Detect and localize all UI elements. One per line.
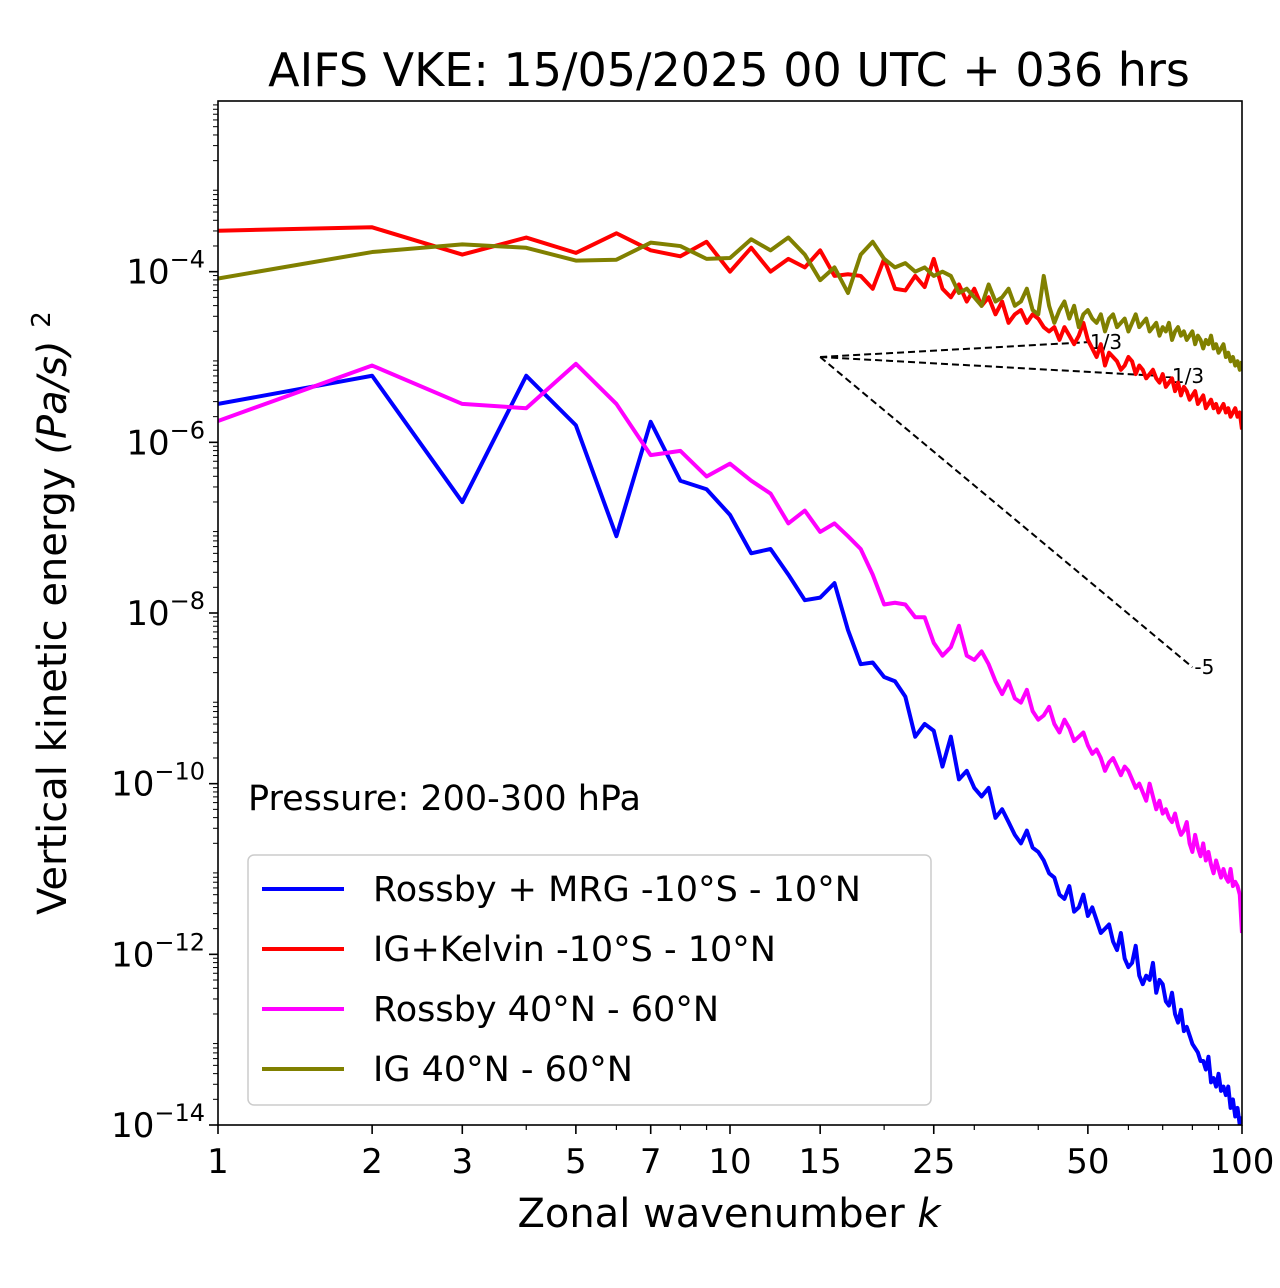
- x-tick-label: 5: [565, 1142, 587, 1182]
- series-line-4: [218, 235, 1242, 372]
- x-axis-label-variable: k: [917, 1191, 942, 1237]
- legend-label: IG 40°N - 60°N: [373, 1050, 633, 1090]
- y-tick-exponent: −10: [154, 758, 205, 786]
- y-tick-exponent: −4: [170, 246, 205, 274]
- x-tick-label: 15: [799, 1142, 842, 1182]
- reference-slope-line: [819, 356, 1194, 668]
- legend-label: Rossby 40°N - 60°N: [373, 990, 719, 1030]
- reference-slope-label: -1/3: [1165, 364, 1204, 388]
- legend-box: [247, 854, 932, 1106]
- x-tick-label: 10: [708, 1142, 751, 1182]
- chart-title: AIFS VKE: 15/05/2025 00 UTC + 036 hrs: [268, 43, 1190, 97]
- reference-slope-line: [820, 356, 1163, 378]
- x-tick-label: 100: [1210, 1142, 1275, 1182]
- plot-frame: [217, 100, 1243, 1126]
- x-axis-ticks: 1 2 3 5 7 10 15 25 50 100: [207, 1125, 1274, 1182]
- reference-slope-label: -5: [1194, 655, 1214, 679]
- y-axis-label-text: Vertical kinetic energy: [30, 467, 76, 915]
- y-tick-label: 10−6: [126, 416, 205, 463]
- x-tick-label: 2: [361, 1142, 383, 1182]
- y-tick-exponent: −12: [154, 928, 205, 956]
- legend-label: Rossby + MRG -10°S - 10°N: [373, 870, 861, 910]
- x-tick-label: 7: [640, 1142, 662, 1182]
- series-line-3: [218, 361, 1242, 934]
- x-tick-label: 3: [451, 1142, 473, 1182]
- series-line-1: [218, 373, 1242, 1125]
- legend-label: IG+Kelvin -10°S - 10°N: [373, 930, 776, 970]
- pressure-annotation: Pressure: 200-300 hPa: [248, 779, 641, 819]
- x-axis-label-text: Zonal wavenumber: [517, 1191, 905, 1237]
- reference-slopes: 1/3-1/3-5: [819, 330, 1214, 679]
- y-axis-label: Vertical kinetic energy (Pa/s) 2: [27, 311, 76, 915]
- x-tick-label: 1: [207, 1142, 229, 1182]
- y-axis-label-unit: (Pa/s): [30, 340, 76, 454]
- reference-slope-line: [820, 341, 1088, 358]
- y-axis-label-exponent: 2: [27, 311, 57, 328]
- y-tick-exponent: −14: [154, 1099, 205, 1127]
- legend-items: Rossby + MRG -10°S - 10°N IG+Kelvin -10°S…: [262, 870, 861, 1090]
- y-tick-exponent: −6: [170, 416, 205, 444]
- legend: Rossby + MRG -10°S - 10°N IG+Kelvin -10°S…: [247, 854, 932, 1106]
- y-tick-exponent: −8: [170, 587, 205, 615]
- x-tick-label: 50: [1066, 1142, 1109, 1182]
- series-layer: [218, 225, 1242, 1125]
- x-tick-label: 25: [912, 1142, 955, 1182]
- x-axis-label: Zonal wavenumber k: [517, 1191, 942, 1237]
